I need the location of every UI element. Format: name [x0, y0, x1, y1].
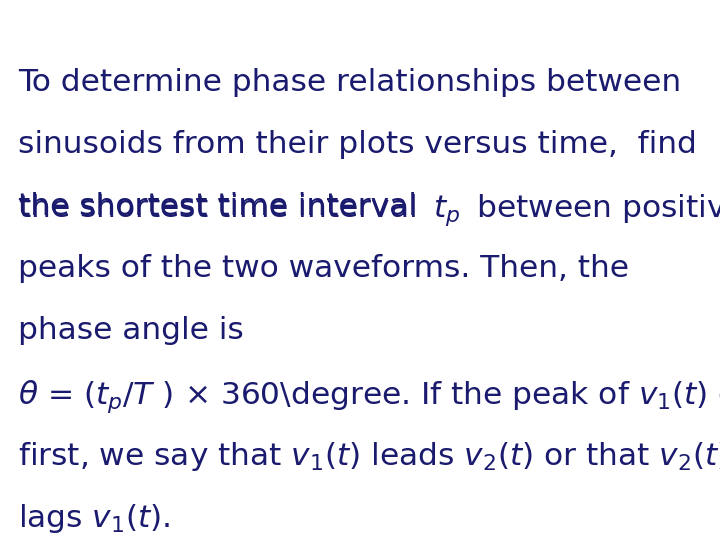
Text: sinusoids from their plots versus time,  find: sinusoids from their plots versus time, …: [18, 130, 697, 159]
Text: the shortest time interval: the shortest time interval: [18, 192, 427, 221]
Text: first, we say that $v_1$($t$) leads $v_2$($t$) or that $v_2$($t$): first, we say that $v_1$($t$) leads $v_2…: [18, 440, 720, 473]
Text: $\theta$ = ($t_p$/$T$ ) $\times$ 360\degree. If the peak of $v_1$($t$) occurs: $\theta$ = ($t_p$/$T$ ) $\times$ 360\deg…: [18, 378, 720, 415]
Text: To determine phase relationships between: To determine phase relationships between: [18, 68, 681, 97]
Text: phase angle is: phase angle is: [18, 316, 244, 345]
Text: peaks of the two waveforms. Then, the: peaks of the two waveforms. Then, the: [18, 254, 629, 284]
Text: lags $v_1$($t$).: lags $v_1$($t$).: [18, 502, 171, 535]
Text: the shortest time interval  $t_p$  between positive: the shortest time interval $t_p$ between…: [18, 192, 720, 228]
